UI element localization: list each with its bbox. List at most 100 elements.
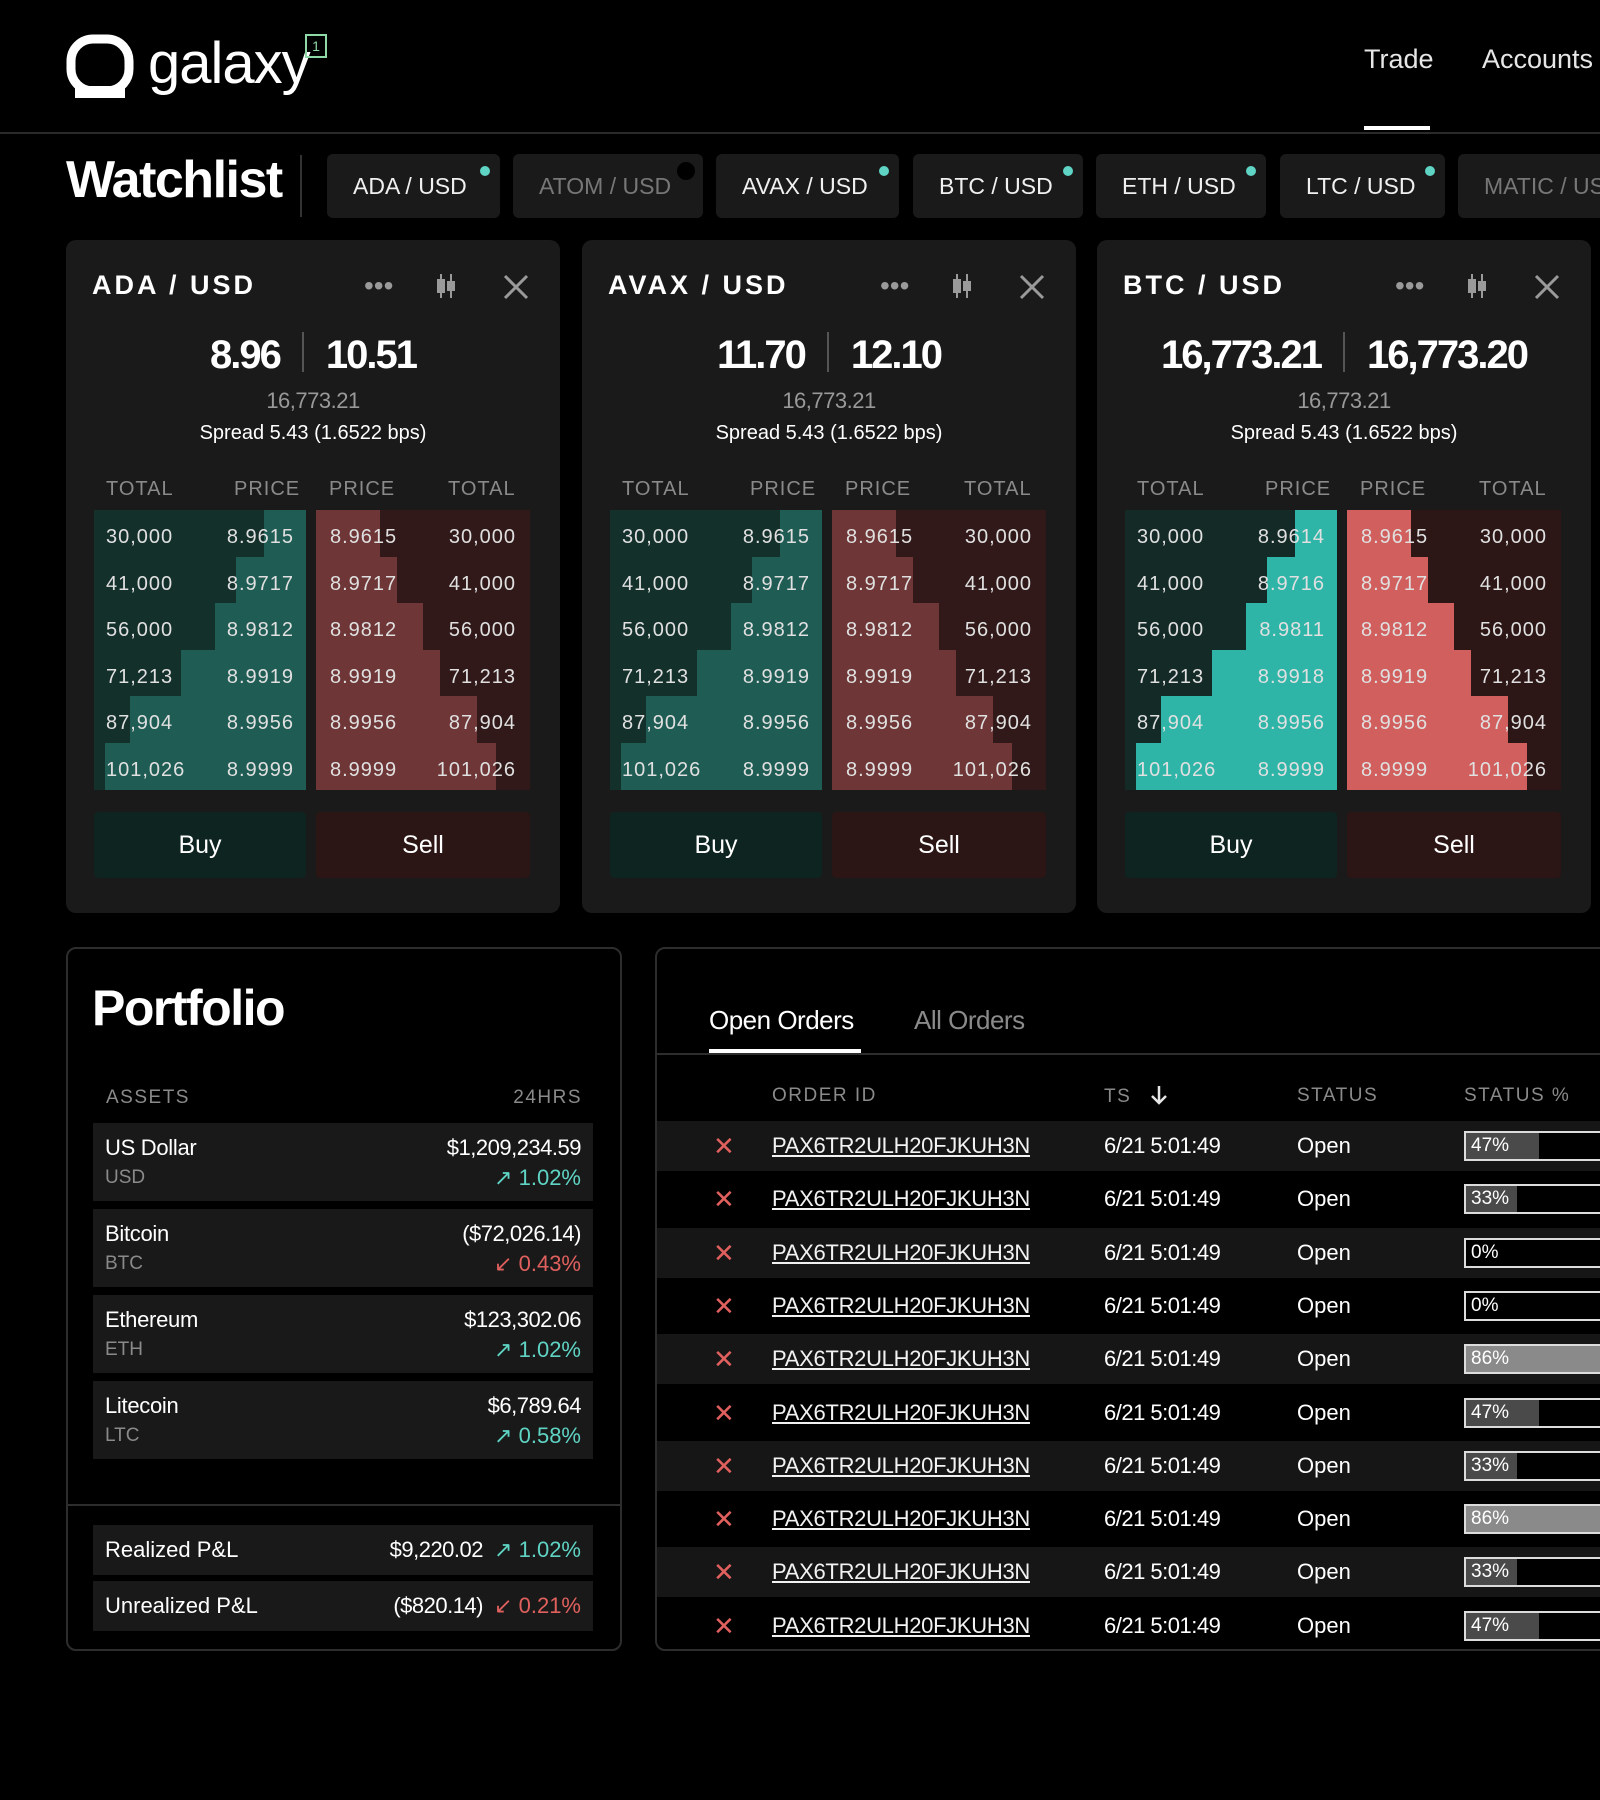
ask-row[interactable]: 8.9615 30,000	[832, 514, 1046, 560]
candlestick-icon[interactable]	[1465, 272, 1489, 300]
more-dots-icon[interactable]: •••	[880, 270, 910, 301]
sell-button[interactable]: Sell	[832, 812, 1046, 878]
mid-price: 16,773.21	[266, 388, 360, 413]
bid-row[interactable]: 56,000 8.9812	[94, 607, 306, 653]
buy-button[interactable]: Buy	[94, 812, 306, 878]
cancel-x-icon[interactable]: ✕	[713, 1450, 735, 1481]
more-dots-icon[interactable]: •••	[1395, 270, 1425, 301]
close-icon[interactable]	[503, 274, 529, 300]
ask-row[interactable]: 8.9999 101,026	[1347, 747, 1561, 793]
order-id-link[interactable]: PAX6TR2ULH20FJKUH3N	[772, 1239, 1030, 1265]
cancel-x-icon[interactable]: ✕	[713, 1184, 735, 1215]
watchlist-tab-ltc[interactable]: LTC / USD	[1280, 154, 1445, 218]
ask-row[interactable]: 8.9615 30,000	[1347, 514, 1561, 560]
watchlist-tab-label: ADA / USD	[353, 173, 467, 199]
sell-button[interactable]: Sell	[316, 812, 530, 878]
bid-row[interactable]: 87,904 8.9956	[610, 700, 822, 746]
ts-header[interactable]: TS	[1104, 1085, 1168, 1108]
tab-open-orders[interactable]: Open Orders	[709, 1005, 854, 1035]
ask-row[interactable]: 8.9919 71,213	[1347, 654, 1561, 700]
candlestick-icon[interactable]	[950, 272, 974, 300]
ask-book[interactable]: 8.9615 30,000 8.9717 41,000 8.9812 56,000 8.99…	[1347, 510, 1561, 790]
watchlist-tab-ada[interactable]: ADA / USD	[327, 154, 500, 218]
candlestick-icon[interactable]	[434, 272, 458, 300]
bid-row[interactable]: 101,026 8.9999	[610, 747, 822, 793]
ask-row[interactable]: 8.9717 41,000	[1347, 561, 1561, 607]
asset-row[interactable]: Ethereum ETH $123,302.06 ↗ 1.02%	[93, 1295, 593, 1373]
cancel-x-icon[interactable]: ✕	[713, 1504, 735, 1535]
bid-row[interactable]: 101,026 8.9999	[94, 747, 306, 793]
bid-row[interactable]: 71,213 8.9918	[1125, 654, 1337, 700]
mid-price: 16,773.21	[782, 388, 876, 413]
asset-row[interactable]: US Dollar USD $1,209,234.59 ↗ 1.02%	[93, 1123, 593, 1201]
order-id-link[interactable]: PAX6TR2ULH20FJKUH3N	[772, 1452, 1030, 1478]
ask-row[interactable]: 8.9956 87,904	[1347, 700, 1561, 746]
asset-row[interactable]: Litecoin LTC $6,789.64 ↗ 0.58%	[93, 1381, 593, 1459]
nav-trade[interactable]: Trade	[1364, 44, 1434, 74]
bid-book[interactable]: 30,000 8.9615 41,000 8.9717 56,000 8.9812 71,2…	[610, 510, 822, 790]
buy-button[interactable]: Buy	[1125, 812, 1337, 878]
bid-row[interactable]: 41,000 8.9716	[1125, 561, 1337, 607]
watchlist-tab-avax[interactable]: AVAX / USD	[716, 154, 899, 218]
order-id-link[interactable]: PAX6TR2ULH20FJKUH3N	[772, 1506, 1030, 1532]
cancel-x-icon[interactable]: ✕	[713, 1610, 735, 1641]
ask-row[interactable]: 8.9812 56,000	[1347, 607, 1561, 653]
bid-row[interactable]: 71,213 8.9919	[94, 654, 306, 700]
sell-button[interactable]: Sell	[1347, 812, 1561, 878]
bid-row[interactable]: 56,000 8.9812	[610, 607, 822, 653]
tab-all-orders[interactable]: All Orders	[914, 1005, 1025, 1035]
ask-book[interactable]: 8.9615 30,000 8.9717 41,000 8.9812 56,000 8.99…	[832, 510, 1046, 790]
nav-accounts[interactable]: Accounts	[1482, 44, 1594, 74]
ask-row[interactable]: 8.9919 71,213	[832, 654, 1046, 700]
bid-row[interactable]: 71,213 8.9919	[610, 654, 822, 700]
cancel-x-icon[interactable]: ✕	[713, 1397, 735, 1428]
ask-row[interactable]: 8.9717 41,000	[832, 561, 1046, 607]
cancel-x-icon[interactable]: ✕	[713, 1557, 735, 1588]
order-id-link[interactable]: PAX6TR2ULH20FJKUH3N	[772, 1612, 1030, 1638]
ask-row[interactable]: 8.9956 87,904	[316, 700, 530, 746]
order-id-link[interactable]: PAX6TR2ULH20FJKUH3N	[772, 1559, 1030, 1585]
order-id-link[interactable]: PAX6TR2ULH20FJKUH3N	[772, 1133, 1030, 1158]
bid-row[interactable]: 101,026 8.9999	[1125, 747, 1337, 793]
order-id-link[interactable]: PAX6TR2ULH20FJKUH3N	[772, 1186, 1030, 1212]
asset-row[interactable]: Bitcoin BTC ($72,026.14) ↙ 0.43%	[93, 1209, 593, 1287]
cancel-x-icon[interactable]: ✕	[713, 1131, 735, 1161]
watchlist-tab-eth[interactable]: ETH / USD	[1096, 154, 1266, 218]
cancel-x-icon[interactable]: ✕	[713, 1344, 735, 1375]
bid-row[interactable]: 41,000 8.9717	[610, 561, 822, 607]
bid-row[interactable]: 30,000 8.9615	[610, 514, 822, 560]
more-dots-icon[interactable]: •••	[364, 270, 394, 301]
ask-row[interactable]: 8.9919 71,213	[316, 654, 530, 700]
bid-row[interactable]: 87,904 8.9956	[1125, 700, 1337, 746]
ask-row[interactable]: 8.9717 41,000	[316, 561, 530, 607]
watchlist-tab-atom[interactable]: ATOM / USD	[513, 154, 703, 218]
watchlist-tab-matic[interactable]: MATIC / USD	[1458, 154, 1600, 218]
close-icon[interactable]	[1019, 274, 1045, 300]
bid-row[interactable]: 56,000 8.9811	[1125, 607, 1337, 653]
ask-book[interactable]: 8.9615 30,000 8.9717 41,000 8.9812 56,000 8.99…	[316, 510, 530, 790]
order-id-link[interactable]: PAX6TR2ULH20FJKUH3N	[772, 1346, 1030, 1372]
ask-row[interactable]: 8.9999 101,026	[316, 747, 530, 793]
ask-row[interactable]: 8.9956 87,904	[832, 700, 1046, 746]
bid-book[interactable]: 30,000 8.9614 41,000 8.9716 56,000 8.9811 71,2…	[1125, 510, 1337, 790]
bid-row[interactable]: 41,000 8.9717	[94, 561, 306, 607]
order-id-link[interactable]: PAX6TR2ULH20FJKUH3N	[772, 1292, 1030, 1318]
cancel-x-icon[interactable]: ✕	[713, 1237, 735, 1268]
bid-row[interactable]: 30,000 8.9614	[1125, 514, 1337, 560]
buy-button[interactable]: Buy	[610, 812, 822, 878]
watchlist-tab-btc[interactable]: BTC / USD	[913, 154, 1083, 218]
ask-row[interactable]: 8.9812 56,000	[316, 607, 530, 653]
watchlist-tab-label: ETH / USD	[1122, 173, 1236, 199]
bid-book[interactable]: 30,000 8.9615 41,000 8.9717 56,000 8.9812 71,2…	[94, 510, 306, 790]
close-icon[interactable]	[1534, 274, 1560, 300]
ask-row[interactable]: 8.9812 56,000	[832, 607, 1046, 653]
order-status: Open	[1297, 1452, 1351, 1478]
24hrs-header: 24HRS	[513, 1087, 582, 1108]
status-progress-fill	[1466, 1399, 1540, 1426]
bid-row[interactable]: 30,000 8.9615	[94, 514, 306, 560]
cancel-x-icon[interactable]: ✕	[713, 1290, 735, 1321]
ask-row[interactable]: 8.9615 30,000	[316, 514, 530, 560]
order-id-link[interactable]: PAX6TR2ULH20FJKUH3N	[772, 1399, 1030, 1425]
bid-row[interactable]: 87,904 8.9956	[94, 700, 306, 746]
ask-row[interactable]: 8.9999 101,026	[832, 747, 1046, 793]
